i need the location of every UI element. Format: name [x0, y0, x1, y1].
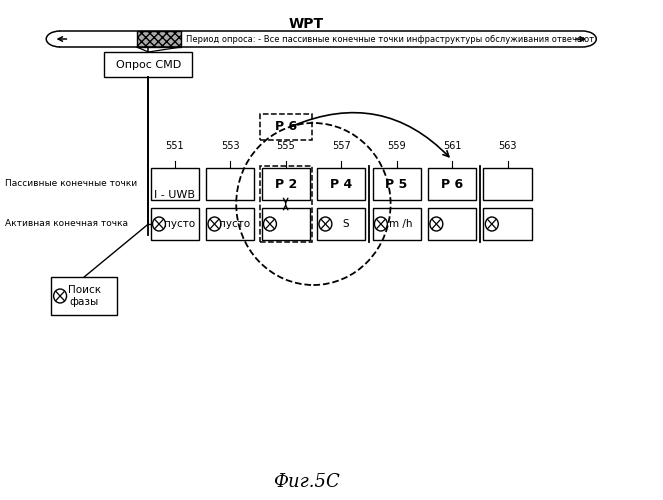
Text: пусто: пусто	[219, 219, 251, 229]
Bar	[262, 208, 310, 240]
Bar	[105, 52, 192, 77]
Text: 559: 559	[387, 141, 406, 151]
Text: Опрос CMD: Опрос CMD	[116, 60, 181, 70]
Bar	[51, 277, 117, 315]
Bar	[483, 168, 532, 200]
Text: 557: 557	[332, 141, 351, 151]
Text: WPT: WPT	[288, 17, 324, 31]
Text: Период опроса: - Все пассивные конечные точки инфраструктуры обслуживания отвеча: Период опроса: - Все пассивные конечные …	[186, 34, 594, 43]
Bar	[262, 168, 310, 200]
Text: I - UWB: I - UWB	[154, 190, 195, 200]
Text: 553: 553	[221, 141, 239, 151]
Bar	[260, 166, 312, 242]
Bar	[317, 208, 365, 240]
Bar	[373, 208, 420, 240]
Text: P 6: P 6	[441, 178, 463, 190]
Bar	[428, 208, 476, 240]
Text: 551: 551	[165, 141, 184, 151]
Bar	[206, 168, 254, 200]
Bar	[483, 208, 532, 240]
Text: S: S	[343, 219, 349, 229]
Bar	[206, 208, 254, 240]
Text: Активная конечная точка: Активная конечная точка	[5, 220, 127, 228]
Text: Поиск
фазы: Поиск фазы	[68, 285, 101, 307]
Text: P 5: P 5	[385, 178, 408, 190]
Text: P 6: P 6	[274, 120, 297, 134]
Bar	[317, 168, 365, 200]
Bar	[151, 208, 199, 240]
Bar	[137, 31, 181, 47]
Bar	[373, 168, 420, 200]
Text: Фиг.5C: Фиг.5C	[272, 473, 339, 491]
Text: 563: 563	[499, 141, 516, 151]
Text: пусто: пусто	[164, 219, 195, 229]
Text: Пассивные конечные точки: Пассивные конечные точки	[5, 180, 137, 188]
Text: P 4: P 4	[330, 178, 352, 190]
Bar	[260, 114, 312, 140]
Text: P 2: P 2	[274, 178, 297, 190]
Text: 555: 555	[276, 141, 295, 151]
Bar	[151, 168, 199, 200]
Text: m /h: m /h	[389, 219, 413, 229]
Text: 561: 561	[443, 141, 461, 151]
Bar	[428, 168, 476, 200]
